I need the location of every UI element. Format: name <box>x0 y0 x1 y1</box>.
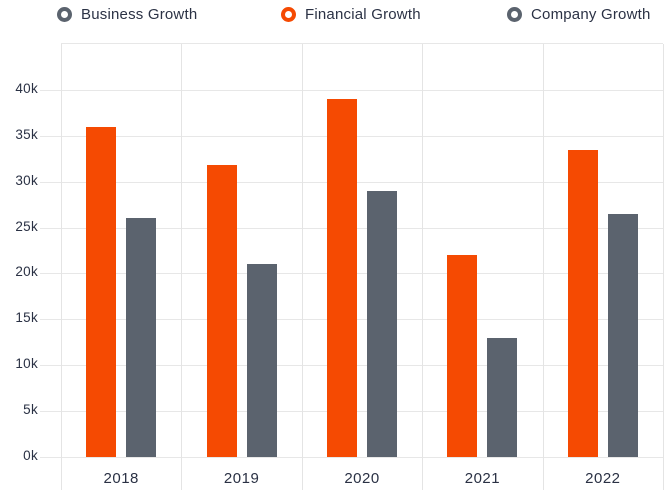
x-tick-label: 2019 <box>223 470 260 487</box>
y-tick-label: 30k <box>15 172 38 188</box>
bar-group-2020 <box>302 44 422 457</box>
bar-company-growth-2022[interactable] <box>607 213 638 457</box>
x-tick-label: 2022 <box>585 470 621 487</box>
y-tick-label: 0k <box>23 448 38 463</box>
x-tick-label: 2020 <box>344 470 380 487</box>
y-tick-label: 35k <box>15 126 38 142</box>
legend-item-business-growth[interactable]: Business Growth <box>57 6 197 23</box>
gridline-v <box>663 44 664 490</box>
y-tick-label: 25k <box>15 218 38 234</box>
x-tick-label: 2018 <box>103 470 139 487</box>
gridline-v <box>181 44 183 490</box>
gridline-h <box>40 457 663 458</box>
legend-item-label: Company Growth <box>531 6 651 23</box>
bar-financial-growth-2021[interactable] <box>447 255 478 457</box>
ring-icon-company <box>507 7 522 22</box>
legend-item-label: Business Growth <box>81 6 198 23</box>
bar-company-growth-2021[interactable] <box>487 337 518 457</box>
bar-company-growth-2019[interactable] <box>246 264 277 457</box>
x-axis-labels: 2018 2019 2020 2021 2022 <box>61 470 663 487</box>
bar-company-growth-2020[interactable] <box>367 190 398 457</box>
gridline-v <box>301 44 303 490</box>
plot-area <box>40 43 664 490</box>
bar-financial-growth-2018[interactable] <box>86 126 117 457</box>
x-tick-label: 2021 <box>464 470 501 487</box>
gridline-v <box>422 44 424 490</box>
y-tick-label: 40k <box>15 80 38 96</box>
y-axis-labels: 0k 5k 10k 15k 20k 25k 30k 35k 40k <box>0 0 38 489</box>
bar-group-2021 <box>422 44 542 457</box>
ring-icon-financial <box>281 7 296 22</box>
legend-item-company-growth[interactable]: Company Growth <box>507 6 651 23</box>
gridline-h <box>40 89 663 91</box>
gridline-v <box>61 44 62 490</box>
bar-company-growth-2018[interactable] <box>126 218 157 457</box>
bar-group-2018 <box>61 44 181 457</box>
bar-financial-growth-2022[interactable] <box>567 149 598 457</box>
y-tick-label: 20k <box>15 264 38 280</box>
bar-financial-growth-2019[interactable] <box>206 165 237 457</box>
legend-item-financial-growth[interactable]: Financial Growth <box>281 6 421 23</box>
y-tick-label: 5k <box>23 402 38 418</box>
bar-groups <box>61 44 663 457</box>
bar-group-2019 <box>181 44 301 457</box>
ring-icon-business <box>57 7 72 22</box>
bar-group-2022 <box>543 44 663 457</box>
legend-item-label: Financial Growth <box>305 6 421 23</box>
gridline-v <box>542 44 544 490</box>
bar-financial-growth-2020[interactable] <box>327 99 358 457</box>
y-tick-label: 10k <box>15 356 38 372</box>
y-tick-label: 15k <box>15 310 38 326</box>
